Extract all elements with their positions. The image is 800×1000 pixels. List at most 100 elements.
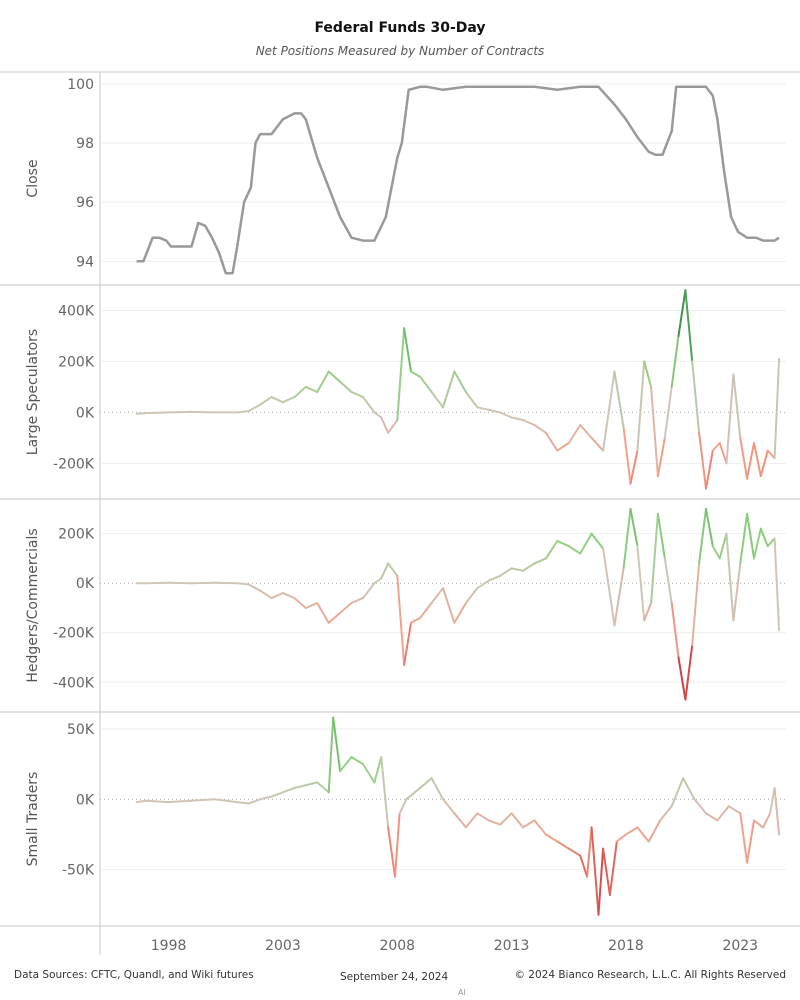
net-position-segment xyxy=(476,406,490,411)
net-position-segment xyxy=(753,442,762,478)
net-position-segment xyxy=(362,582,376,600)
net-position-segment xyxy=(464,587,479,604)
net-position-segment xyxy=(739,812,749,864)
y-tick-label: 98 xyxy=(76,136,94,152)
net-position-segment xyxy=(670,777,685,808)
net-position-segment xyxy=(636,360,646,452)
net-position-segment xyxy=(259,795,273,801)
y-tick-label: 94 xyxy=(76,254,94,270)
net-position-segment xyxy=(650,385,659,478)
net-position-segment xyxy=(213,798,239,804)
net-position-segment xyxy=(213,581,239,585)
net-position-segment xyxy=(339,756,353,773)
y-tick-label: 0K xyxy=(76,792,95,808)
net-position-segment xyxy=(327,716,335,794)
net-position-segment xyxy=(766,449,776,460)
net-position-segment xyxy=(677,656,687,701)
net-position-segment xyxy=(236,410,250,414)
net-position-segment xyxy=(380,756,390,829)
watermark-mark: AI xyxy=(458,988,466,997)
net-position-segment xyxy=(544,833,559,843)
net-position-segment xyxy=(597,847,605,916)
net-position-segment xyxy=(727,805,742,815)
net-position-segment xyxy=(419,602,433,619)
net-position-segment xyxy=(522,562,536,572)
net-position-segment xyxy=(643,360,653,388)
net-position-segment xyxy=(464,812,479,829)
net-position-segment xyxy=(380,562,390,580)
net-position-segment xyxy=(394,812,401,878)
net-position-segment xyxy=(732,562,742,622)
net-position-segment xyxy=(732,373,742,439)
net-position-segment xyxy=(396,574,406,666)
net-position-segment xyxy=(769,787,776,815)
net-position-segment xyxy=(544,540,559,560)
net-position-segment xyxy=(304,602,319,609)
net-position-segment xyxy=(453,812,467,829)
net-position-segment xyxy=(350,391,364,399)
net-position-segment xyxy=(144,799,170,804)
net-position-segment xyxy=(293,385,307,399)
net-position-segment xyxy=(659,805,673,822)
y-axis-label: Hedgers/Commercials xyxy=(25,528,41,682)
net-position-segment xyxy=(567,545,582,555)
net-position-segment xyxy=(739,512,749,565)
net-position-segment xyxy=(281,787,296,794)
net-position-segment xyxy=(135,412,147,415)
net-position-segment xyxy=(316,602,330,624)
y-tick-label: 96 xyxy=(76,195,94,211)
net-position-segment xyxy=(190,410,216,414)
x-tick-label: 2018 xyxy=(608,938,644,954)
net-position-segment xyxy=(430,777,444,801)
net-position-segment xyxy=(590,826,600,916)
net-position-segment xyxy=(236,801,250,805)
net-position-segment xyxy=(442,370,456,409)
net-position-segment xyxy=(380,416,390,434)
net-position-segment xyxy=(739,436,749,480)
net-position-segment xyxy=(373,577,383,585)
net-position-segment xyxy=(650,512,659,604)
net-position-segment xyxy=(453,602,467,624)
net-position-segment xyxy=(693,798,707,815)
x-tick-label: 2008 xyxy=(379,938,415,954)
net-position-segment xyxy=(464,391,479,409)
net-position-segment xyxy=(773,537,781,632)
net-position-segment xyxy=(339,380,353,393)
net-position-segment xyxy=(636,826,650,843)
net-position-segment xyxy=(602,547,616,627)
net-position-segment xyxy=(608,840,618,896)
net-position-segment xyxy=(350,756,364,766)
net-position-segment xyxy=(453,370,467,393)
y-tick-label: 200K xyxy=(58,527,95,543)
net-position-segment xyxy=(622,426,632,485)
net-position-segment xyxy=(350,597,364,604)
net-position-segment xyxy=(586,826,593,878)
y-tick-label: 0K xyxy=(76,405,95,421)
net-position-segment xyxy=(567,847,582,857)
net-position-segment xyxy=(746,512,755,560)
net-position-segment xyxy=(410,370,422,378)
y-axis-label: Large Speculators xyxy=(25,329,41,455)
net-position-segment xyxy=(522,819,536,829)
chart-date: September 24, 2024 xyxy=(340,971,449,983)
y-axis-label: Close xyxy=(25,159,41,197)
chart-title: Federal Funds 30-Day xyxy=(314,20,486,36)
net-position-segment xyxy=(656,436,666,478)
net-position-segment xyxy=(487,574,502,582)
net-position-segment xyxy=(403,327,412,373)
net-position-segment xyxy=(716,805,730,822)
net-position-segment xyxy=(579,424,593,439)
net-position-segment xyxy=(691,360,701,434)
x-tick-label: 2013 xyxy=(494,938,530,954)
net-position-segment xyxy=(533,424,547,434)
net-position-segment xyxy=(259,589,273,600)
copyright-note: © 2024 Bianco Research, L.L.C. All Right… xyxy=(514,969,786,981)
net-position-segment xyxy=(698,431,707,490)
net-position-segment xyxy=(387,562,399,577)
net-position-segment xyxy=(373,756,383,784)
net-position-segment xyxy=(167,799,193,804)
net-position-segment xyxy=(753,819,765,829)
net-position-segment xyxy=(398,798,408,815)
net-position-segment xyxy=(691,562,701,647)
